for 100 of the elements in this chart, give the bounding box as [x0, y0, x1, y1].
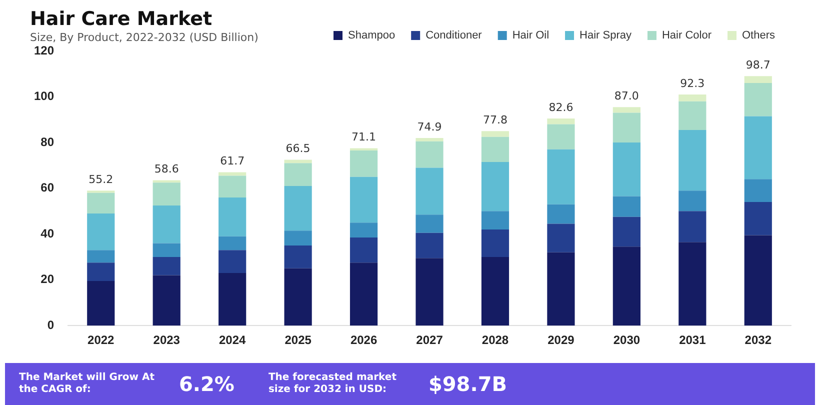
legend-label: Hair Color [662, 30, 712, 42]
y-tick-label: 100 [34, 89, 54, 104]
annotation: 82.6 [548, 100, 574, 114]
bar [678, 101, 706, 130]
bar [547, 124, 575, 150]
bar [350, 262, 378, 326]
bar [416, 232, 444, 258]
y-tick-label: 80 [40, 134, 54, 149]
bar [350, 222, 378, 238]
bar [416, 214, 444, 233]
y-tick-label: 0 [47, 318, 54, 332]
bar [284, 160, 312, 164]
text: The forecasted market size for 2032 in USD: [268, 372, 398, 396]
bar [612, 196, 640, 217]
annotation: 92.3 [680, 76, 705, 90]
x-tick-label: 2027 [416, 333, 444, 348]
x-tick-label: 2029 [548, 333, 575, 348]
bar [547, 204, 575, 224]
x-tick-label: 2025 [284, 333, 312, 348]
bar [284, 246, 312, 268]
bar [744, 83, 772, 116]
y-tick-label: 20 [40, 272, 54, 286]
bar [284, 268, 312, 326]
bar [350, 150, 378, 177]
legend-label: Hair Oil [512, 30, 550, 42]
bar [678, 242, 706, 326]
legend-label: Shampoo [348, 30, 396, 42]
x-tick-label: 2024 [218, 333, 246, 348]
annotation: 66.5 [286, 142, 310, 156]
bar [612, 246, 640, 326]
bar [481, 131, 510, 137]
x-tick-label: 2026 [350, 333, 378, 348]
annotation: 77.8 [482, 113, 508, 126]
bar [87, 250, 115, 263]
bar [152, 205, 180, 244]
bar [612, 216, 640, 247]
bar [284, 230, 312, 246]
bar [87, 262, 115, 281]
bar [416, 168, 444, 215]
bar [744, 179, 772, 202]
bar [284, 163, 312, 186]
x-tick-label: 2031 [679, 333, 706, 348]
bar [284, 186, 312, 231]
bar [218, 236, 246, 250]
y-tick-label: 40 [40, 226, 54, 240]
x-tick-label: 2023 [153, 333, 180, 348]
bar [547, 252, 575, 326]
legend-label: Conditioner [426, 30, 482, 42]
bar [612, 112, 640, 143]
bar [744, 116, 772, 180]
bar [744, 235, 772, 326]
annotation: 71.1 [352, 130, 376, 144]
bar [481, 229, 510, 257]
bar [218, 197, 246, 236]
bar [152, 256, 180, 276]
bar [678, 130, 706, 191]
bar [350, 238, 378, 263]
bar [87, 213, 115, 250]
bar [87, 280, 115, 326]
bar [481, 136, 510, 162]
legend-label: Hair Spray [580, 30, 632, 42]
bar [218, 272, 246, 326]
bar [612, 142, 640, 196]
chart-title: Hair Care Market [30, 8, 214, 30]
legend-label: Others [742, 30, 776, 42]
bar [744, 76, 772, 84]
x-tick-label: 2028 [482, 333, 509, 348]
annotation: 74.9 [417, 120, 442, 134]
x-tick-label: 2022 [88, 333, 115, 348]
bar [678, 94, 706, 102]
annotation: 87.0 [614, 89, 639, 102]
bar [481, 256, 510, 326]
bar [547, 149, 575, 204]
bar [152, 243, 180, 257]
bar [547, 224, 575, 252]
bar [612, 107, 640, 113]
bar [152, 275, 180, 326]
bar [481, 211, 510, 230]
bar [416, 258, 444, 326]
text: $98.7B [428, 372, 507, 396]
x-tick-label: 2030 [613, 333, 640, 348]
bar [218, 176, 246, 198]
bar [416, 138, 444, 142]
bar [218, 250, 246, 273]
bar [152, 182, 180, 206]
bar [678, 211, 706, 242]
bar [481, 162, 510, 212]
chart-subtitle: Size, By Product, 2022-2032 (USD Billion) [30, 31, 258, 44]
bar [416, 141, 444, 168]
bar [547, 118, 575, 124]
annotation: 58.6 [154, 162, 179, 176]
bar [87, 192, 115, 214]
annotation: 61.7 [220, 154, 245, 168]
y-tick-label: 60 [40, 180, 54, 195]
annotation: 55.2 [88, 172, 114, 186]
bar [678, 190, 706, 212]
bar [350, 176, 378, 223]
y-tick-label: 120 [34, 43, 54, 58]
bar [744, 202, 772, 236]
x-tick-label: 2032 [744, 333, 772, 348]
